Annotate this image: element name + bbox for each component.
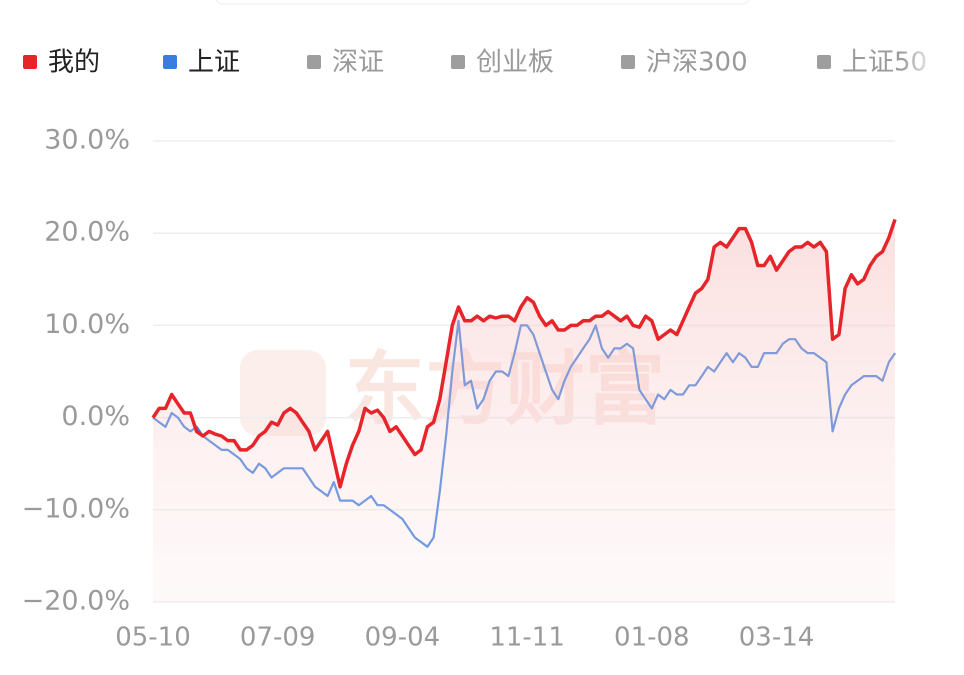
x-tick-label: 01-08 [614,623,690,653]
x-tick-label: 09-04 [365,623,441,653]
x-tick-label: 05-10 [115,623,191,653]
y-tick-label: 20.0% [44,217,130,248]
legend-label: 深证 [332,48,384,78]
legend-label: 我的 [48,48,100,78]
search-bar [215,0,750,5]
legend-marker [307,55,321,69]
legend-label: 创业板 [476,48,554,78]
legend-marker [621,55,635,69]
x-tick-label: 07-09 [240,623,316,653]
y-tick-label: 10.0% [44,309,130,340]
legend-label: 上证 [188,48,240,78]
y-tick-label: −10.0% [22,493,130,524]
legend-marker [817,55,831,69]
x-tick-label: 11-11 [489,623,565,653]
line [151,218,897,489]
area [153,219,895,602]
y-tick-label: 0.0% [61,401,130,432]
watermark-logo [240,350,326,436]
legend-fade [900,40,940,90]
legend-marker [163,55,177,69]
legend-marker [451,55,465,69]
legend-marker [23,55,37,69]
y-tick-label: 30.0% [44,125,130,156]
y-tick-label: −20.0% [22,586,130,617]
legend-label: 沪深300 [646,48,748,78]
x-tick-label: 03-14 [739,623,815,653]
